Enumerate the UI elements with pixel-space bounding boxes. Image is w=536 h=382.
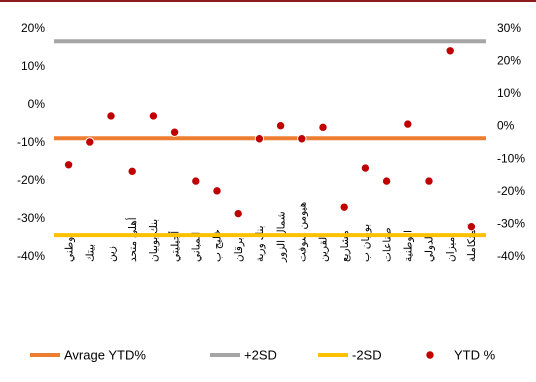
ytd-point [360, 163, 371, 173]
ytd-point [148, 111, 159, 121]
y-right-tick-label: -10% [497, 151, 525, 165]
ytd-point [233, 208, 243, 219]
x-category-label: بيتك [84, 244, 96, 262]
y-left-tick-label: 20% [21, 21, 45, 35]
legend-swatch-marker [425, 350, 435, 360]
x-category-label: أجيليتي [167, 231, 181, 262]
ytd-point [339, 202, 349, 212]
x-category-label: وطني [63, 237, 75, 262]
x-category-label: ميزان [445, 236, 457, 262]
x-category-label: هيومن سوفت [296, 201, 308, 262]
y-right-tick-label: -40% [497, 249, 525, 263]
y-left-tick-label: -10% [17, 135, 45, 149]
x-category-label: المباني [190, 232, 202, 262]
ytd-point [445, 46, 455, 56]
ytd-point [85, 137, 95, 147]
y-right-tick-label: 0% [497, 119, 515, 133]
y-left-tick-label: -40% [17, 249, 45, 263]
ytd-point [318, 122, 328, 133]
ytd-point [212, 186, 222, 196]
ytd-point [466, 221, 477, 232]
legend-label: Avrage YTD% [64, 348, 146, 363]
y-left-tick-label: -30% [17, 211, 45, 225]
legend-label: YTD % [454, 348, 496, 363]
x-category-label: زين [106, 246, 118, 262]
legend-label: -2SD [352, 348, 382, 363]
x-category-label: أهلي متحد [125, 217, 139, 262]
y-right-tick-label: 20% [497, 54, 521, 68]
ytd-point [381, 176, 392, 186]
y-right-tick-label: -30% [497, 216, 525, 230]
x-category-label: القرين [318, 234, 330, 262]
x-category-label: بنك وربة [254, 225, 266, 262]
ytd-point [63, 160, 74, 170]
x-category-label: صناعات [381, 227, 393, 262]
x-category-label: بوبيان ب [360, 224, 372, 262]
ytd-point [169, 127, 180, 137]
ytd-point [106, 111, 116, 121]
ytd-point [275, 121, 286, 131]
x-category-label: الدولي [424, 233, 436, 262]
x-category-label: الوطنية [402, 230, 414, 262]
y-left-tick-label: -20% [17, 173, 45, 187]
y-right-tick-label: 30% [497, 21, 521, 35]
y-right-tick-label: 10% [497, 86, 521, 100]
ytd-point [424, 176, 434, 186]
ytd-point [127, 166, 137, 177]
ytd-point [191, 176, 201, 186]
y-left-tick-label: 0% [28, 97, 46, 111]
ytd-point [403, 119, 413, 129]
x-category-label: المتكاملة [466, 223, 478, 262]
x-category-label: بنك بوبيان [148, 219, 160, 262]
y-left-tick-label: 10% [21, 59, 45, 73]
x-category-label: برقان [233, 237, 245, 262]
top-border [0, 0, 536, 2]
y-right-tick-label: -20% [497, 184, 525, 198]
x-category-label: خليج ب [212, 229, 224, 262]
ytd-point [297, 134, 307, 144]
x-category-label: مشاريع [339, 230, 351, 262]
legend-label: +2SD [244, 348, 277, 363]
ytd-point [254, 134, 265, 144]
